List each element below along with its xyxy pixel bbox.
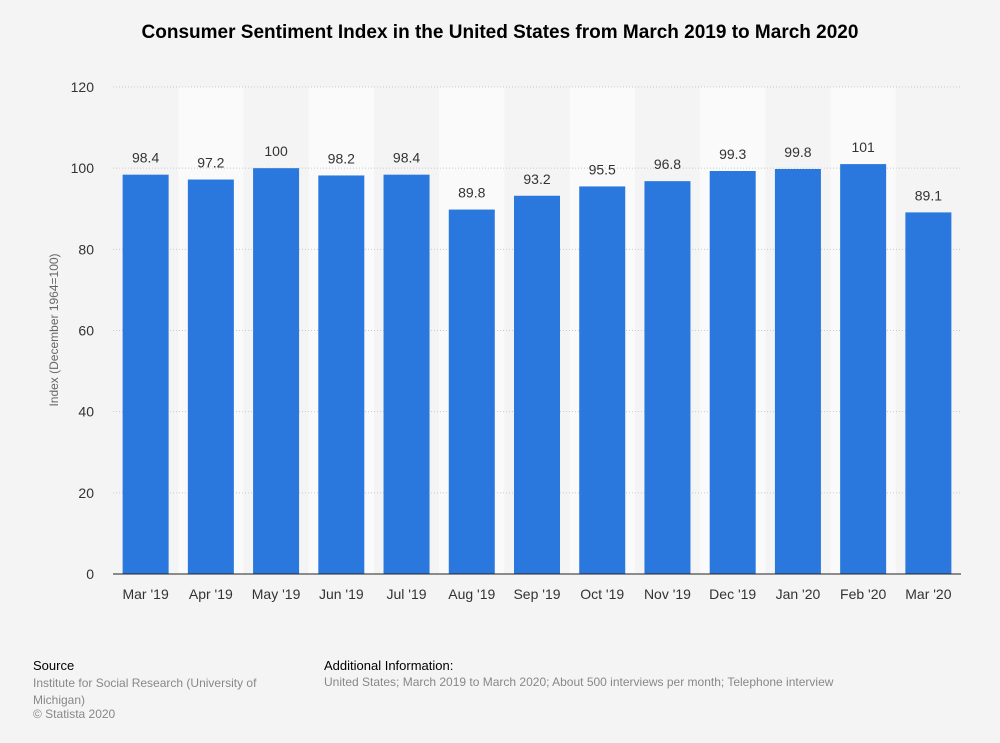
data-label: 99.3	[719, 146, 746, 162]
data-label: 93.2	[523, 171, 550, 187]
bar[interactable]	[644, 181, 691, 575]
y-tick-label: 20	[78, 485, 94, 501]
bar[interactable]	[383, 174, 430, 574]
source-text: Institute for Social Research (Universit…	[33, 676, 257, 707]
data-label: 97.2	[197, 155, 224, 171]
x-tick-label: Oct '19	[580, 586, 624, 602]
bar[interactable]	[253, 168, 300, 574]
y-axis-ticks: 0 20 40 60 80 100 120	[71, 79, 95, 582]
data-label: 98.4	[132, 150, 159, 166]
additional-info-text: United States; March 2019 to March 2020;…	[324, 675, 834, 689]
data-labels: 98.4 97.2 100 98.2 98.4 89.8 93.2 95.5 96.8 99.3 9…	[132, 139, 942, 203]
copyright-text: © Statista 2020	[33, 707, 116, 721]
bar[interactable]	[448, 209, 495, 575]
y-tick-label: 100	[71, 160, 95, 176]
data-label: 98.4	[393, 150, 420, 166]
y-tick-label: 120	[71, 79, 95, 95]
x-tick-label: Jul '19	[387, 586, 427, 602]
x-tick-label: Jan '20	[776, 586, 821, 602]
bar[interactable]	[840, 164, 887, 574]
x-tick-label: Feb '20	[840, 586, 886, 602]
data-label: 100	[264, 143, 288, 159]
bars	[122, 164, 952, 575]
x-tick-label: Jun '19	[319, 586, 364, 602]
x-tick-label: Mar '20	[905, 586, 951, 602]
x-tick-label: Dec '19	[709, 586, 756, 602]
y-tick-label: 40	[78, 404, 94, 420]
data-label: 101	[851, 139, 875, 155]
y-tick-label: 0	[86, 566, 94, 582]
data-label: 89.8	[458, 185, 485, 201]
bar[interactable]	[709, 171, 756, 574]
source-heading: Source	[33, 658, 75, 673]
bar[interactable]	[187, 179, 234, 574]
bar[interactable]	[579, 186, 626, 574]
data-label: 95.5	[589, 161, 616, 177]
bar[interactable]	[905, 212, 952, 574]
bar[interactable]	[318, 175, 365, 574]
x-tick-label: Aug '19	[448, 586, 495, 602]
bar[interactable]	[122, 174, 169, 574]
chart-title: Consumer Sentiment Index in the United S…	[141, 22, 859, 43]
x-tick-label: Nov '19	[644, 586, 691, 602]
bar[interactable]	[774, 168, 821, 574]
data-label: 96.8	[654, 156, 681, 172]
x-axis-ticks: Mar '19 Apr '19 May '19 Jun '19 Jul '19 Aug '…	[122, 586, 951, 602]
data-label: 98.2	[328, 150, 355, 166]
x-tick-label: Mar '19	[122, 586, 168, 602]
data-label: 99.8	[784, 144, 811, 160]
bar[interactable]	[514, 195, 560, 574]
x-tick-label: Sep '19	[513, 586, 560, 602]
additional-info-heading: Additional Information:	[324, 658, 454, 673]
y-tick-label: 60	[78, 323, 94, 339]
y-tick-label: 80	[78, 241, 94, 257]
x-tick-label: Apr '19	[189, 586, 233, 602]
x-tick-label: May '19	[252, 586, 301, 602]
y-axis-label: Index (December 1964=100)	[47, 253, 61, 406]
data-label: 89.1	[915, 187, 942, 203]
